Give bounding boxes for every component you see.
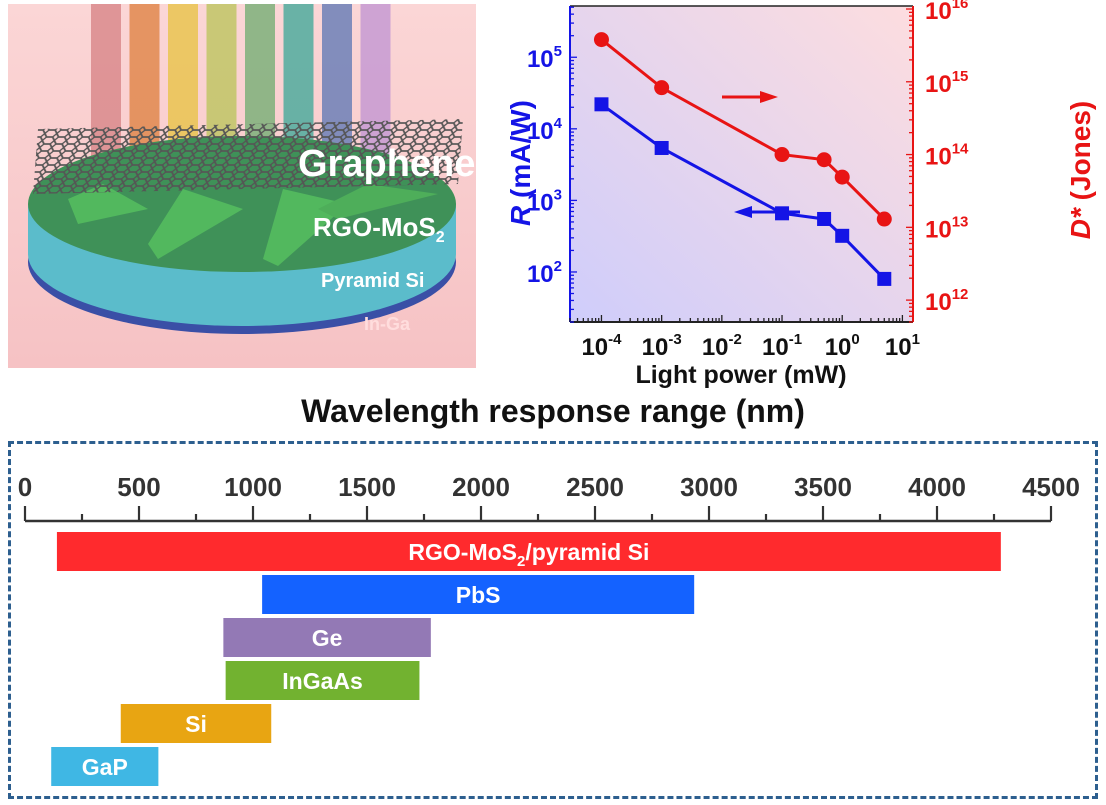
left-tick-label: 104 bbox=[527, 115, 563, 145]
right-y-axis-label: D* (Jones) bbox=[1065, 101, 1096, 239]
range-chart-title: Wavelength response range (nm) bbox=[301, 393, 805, 429]
r-data-point bbox=[835, 228, 850, 243]
pyramids bbox=[68, 184, 438, 266]
device-schematic: Graphene RGO-MoS2 Pyramid Si In-Ga bbox=[8, 4, 476, 368]
r-data-point bbox=[594, 97, 609, 112]
wavelength-tick-label: 2500 bbox=[566, 472, 624, 502]
x-ticks: 10-4 10-3 10-2 10-1 100 101 bbox=[569, 315, 920, 361]
wavelength-bar-label: GaP bbox=[82, 754, 128, 780]
left-tick-label: 103 bbox=[527, 186, 562, 216]
left-y-ticks: 102 103 104 105 bbox=[527, 6, 577, 323]
wavelength-tick-label: 2000 bbox=[452, 472, 510, 502]
device-schematic-svg: Graphene RGO-MoS2 Pyramid Si In-Ga bbox=[28, 4, 475, 334]
wavelength-axis: 0 500 1000 1500 2000 2500 3000 3500 4000 4500 bbox=[18, 472, 1080, 523]
x-tick-label: 10-3 bbox=[642, 331, 682, 361]
plot-area bbox=[570, 6, 913, 322]
pyramid-si-label: Pyramid Si bbox=[321, 270, 424, 292]
x-axis-label: Light power (mW) bbox=[635, 361, 846, 389]
range-chart-svg: 0 500 1000 1500 2000 2500 3000 3500 4000 4500 RGO… bbox=[18, 472, 1080, 786]
wavelength-bar-si bbox=[120, 704, 272, 743]
x-tick-label: 10-4 bbox=[581, 331, 622, 361]
dstar-data-point bbox=[593, 32, 609, 48]
wavelength-bar-rgo-mospyramid-si bbox=[56, 532, 1001, 571]
dstar-data-point bbox=[834, 169, 850, 185]
axis-arrows bbox=[722, 91, 800, 218]
right-tick-label: 1016 bbox=[925, 0, 968, 25]
in-ga-label: In-Ga bbox=[364, 314, 411, 334]
wavelength-bar-label: Si bbox=[185, 711, 207, 737]
x-tick-label: 10-2 bbox=[702, 331, 742, 361]
left-tick-label: 102 bbox=[527, 258, 562, 288]
plot-svg: 10-4 10-3 10-2 10-1 100 101 102 103 104 105 1012… bbox=[505, 0, 1096, 389]
pyramid bbox=[68, 184, 148, 224]
wavelength-tick-label: 1500 bbox=[338, 472, 396, 502]
dstar-data-point bbox=[654, 80, 670, 96]
wavelength-tick-label: 4500 bbox=[1022, 472, 1080, 502]
wavelength-tick-label: 1000 bbox=[224, 472, 282, 502]
right-y-ticks: 1012 1013 1014 1015 1016 bbox=[906, 0, 969, 323]
r-data-point bbox=[877, 271, 892, 286]
series-line-r bbox=[600, 103, 886, 280]
dstar-data-point bbox=[816, 152, 832, 168]
x-tick-label: 100 bbox=[825, 331, 860, 361]
x-tick-label: 101 bbox=[885, 331, 920, 361]
wavelength-bar-pbs bbox=[262, 575, 695, 614]
x-tick-label: 10-1 bbox=[762, 331, 802, 361]
wavelength-tick-label: 3000 bbox=[680, 472, 738, 502]
r-data-point bbox=[654, 140, 669, 155]
dstar-data-point bbox=[876, 211, 892, 227]
range-chart-frame: 0 500 1000 1500 2000 2500 3000 3500 4000 4500 RGO… bbox=[8, 441, 1098, 799]
series-line-dstar bbox=[600, 38, 886, 221]
right-tick-label: 1012 bbox=[925, 286, 968, 316]
right-tick-label: 1014 bbox=[925, 141, 969, 171]
left-tick-label: 105 bbox=[527, 43, 562, 73]
wavelength-tick-label: 0 bbox=[18, 472, 32, 502]
wavelength-bar-label: Ge bbox=[312, 625, 343, 651]
wavelength-bar-ingaas bbox=[225, 661, 420, 700]
rgo-mos2-label: RGO-MoS2 bbox=[313, 212, 445, 246]
wavelength-bar-gap bbox=[51, 747, 159, 786]
wavelength-bars: RGO-MoS2/pyramid Si PbS Ge InGaAs Si GaP bbox=[51, 532, 1001, 786]
pyramid bbox=[318, 184, 438, 219]
series-group bbox=[593, 32, 892, 286]
wavelength-tick-label: 500 bbox=[117, 472, 160, 502]
wavelength-tick-label: 3500 bbox=[794, 472, 852, 502]
wavelength-bar-label: PbS bbox=[456, 582, 501, 608]
left-axis-arrowhead bbox=[734, 206, 752, 218]
wavelength-tick-label: 4000 bbox=[908, 472, 966, 502]
wavelength-bar-label: InGaAs bbox=[282, 668, 363, 694]
r-data-point bbox=[817, 211, 832, 226]
right-axis-arrowhead bbox=[760, 91, 778, 103]
right-tick-label: 1015 bbox=[925, 68, 968, 98]
left-y-axis-label: R (mA/W) bbox=[505, 100, 536, 226]
wavelength-bar-label: RGO-MoS2/pyramid Si bbox=[408, 539, 649, 570]
graphene-sheet bbox=[33, 119, 463, 194]
responsivity-detectivity-plot: 10-4 10-3 10-2 10-1 100 101 102 103 104 105 1012… bbox=[480, 0, 1106, 390]
graphene-label: Graphene bbox=[298, 143, 475, 185]
dstar-data-point bbox=[774, 147, 790, 163]
pyramid bbox=[148, 189, 243, 259]
wavelength-bar-ge bbox=[223, 618, 431, 657]
right-tick-label: 1013 bbox=[925, 213, 968, 243]
